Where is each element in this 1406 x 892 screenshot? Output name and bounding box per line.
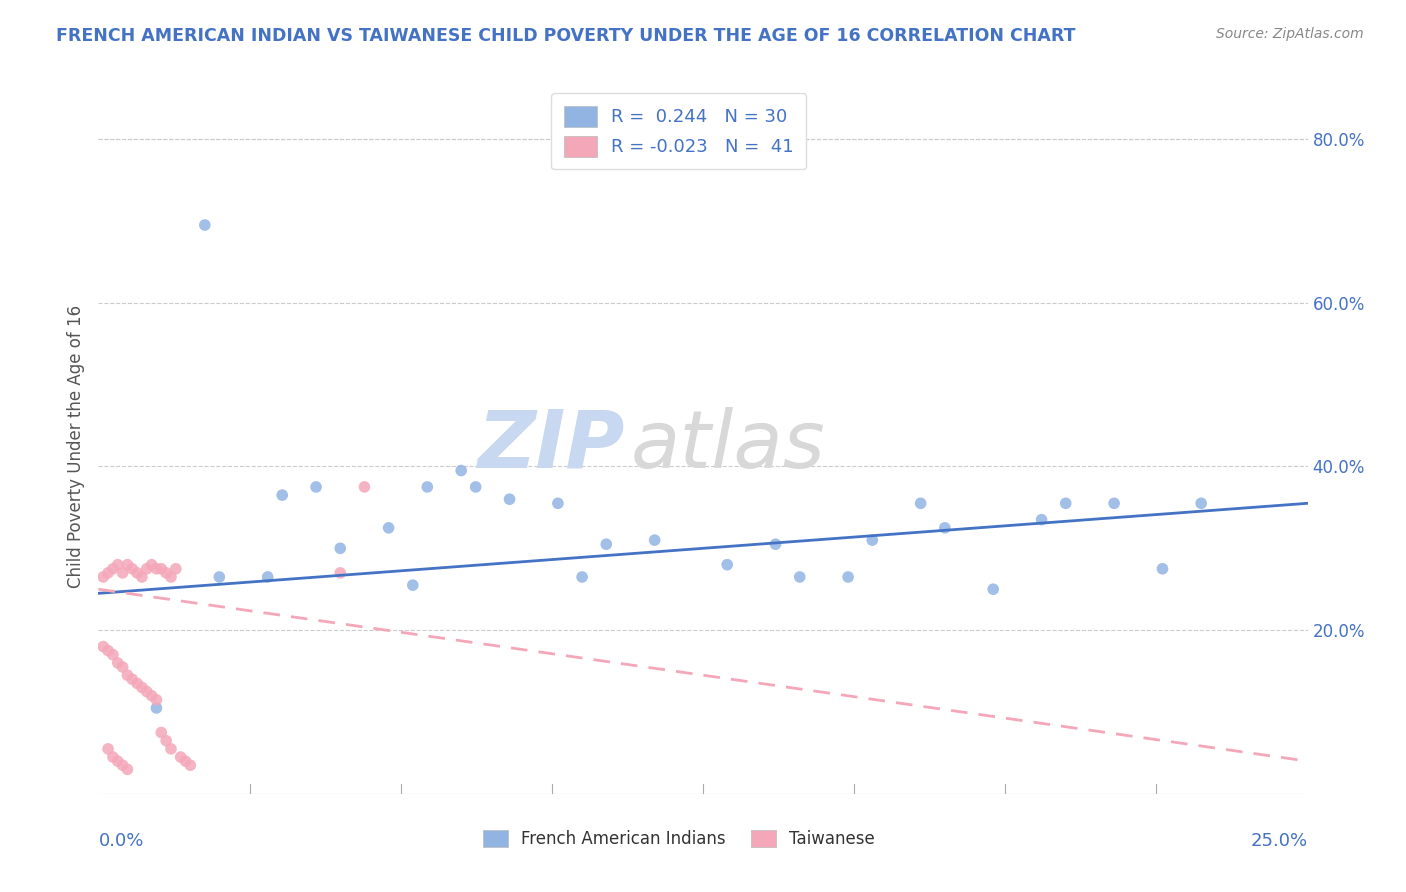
Legend: French American Indians, Taiwanese: French American Indians, Taiwanese	[477, 823, 882, 855]
Point	[160, 742, 183, 756]
Point	[271, 488, 294, 502]
Point	[402, 578, 425, 592]
Point	[145, 692, 167, 706]
Point	[194, 218, 217, 232]
Point	[934, 521, 956, 535]
Point	[305, 480, 328, 494]
Point	[450, 464, 472, 478]
Text: Source: ZipAtlas.com: Source: ZipAtlas.com	[1216, 27, 1364, 41]
Point	[135, 562, 157, 576]
Point	[789, 570, 811, 584]
Point	[117, 558, 139, 572]
Point	[135, 684, 157, 698]
Point	[107, 558, 129, 572]
Point	[179, 758, 201, 772]
Point	[860, 533, 883, 548]
Point	[141, 689, 163, 703]
Point	[121, 673, 143, 687]
Point	[155, 566, 177, 580]
Point	[329, 541, 352, 556]
Point	[121, 562, 143, 576]
Text: FRENCH AMERICAN INDIAN VS TAIWANESE CHILD POVERTY UNDER THE AGE OF 16 CORRELATIO: FRENCH AMERICAN INDIAN VS TAIWANESE CHIL…	[56, 27, 1076, 45]
Point	[155, 733, 177, 747]
Point	[1054, 496, 1077, 510]
Point	[145, 701, 167, 715]
Point	[150, 562, 173, 576]
Point	[377, 521, 399, 535]
Point	[329, 566, 352, 580]
Point	[101, 648, 124, 662]
Point	[141, 558, 163, 572]
Point	[91, 570, 114, 584]
Text: atlas: atlas	[630, 407, 825, 485]
Point	[910, 496, 932, 510]
Y-axis label: Child Poverty Under the Age of 16: Child Poverty Under the Age of 16	[66, 304, 84, 588]
Point	[571, 570, 593, 584]
Point	[131, 681, 153, 695]
Point	[160, 570, 183, 584]
Point	[837, 570, 859, 584]
Point	[150, 725, 173, 739]
Point	[117, 668, 139, 682]
Point	[169, 750, 191, 764]
Point	[595, 537, 617, 551]
Point	[208, 570, 231, 584]
Point	[101, 750, 124, 764]
Point	[97, 566, 120, 580]
Point	[464, 480, 486, 494]
Point	[107, 656, 129, 670]
Point	[981, 582, 1004, 597]
Point	[1031, 513, 1053, 527]
Point	[498, 492, 520, 507]
Point	[716, 558, 738, 572]
Point	[107, 754, 129, 768]
Point	[256, 570, 278, 584]
Point	[174, 754, 197, 768]
Text: 0.0%: 0.0%	[98, 832, 143, 850]
Text: ZIP: ZIP	[477, 407, 624, 485]
Point	[127, 566, 149, 580]
Point	[145, 562, 167, 576]
Point	[131, 570, 153, 584]
Point	[111, 660, 134, 674]
Point	[416, 480, 439, 494]
Point	[1102, 496, 1125, 510]
Point	[1189, 496, 1212, 510]
Point	[127, 676, 149, 690]
Point	[91, 640, 114, 654]
Point	[1152, 562, 1174, 576]
Point	[101, 562, 124, 576]
Point	[117, 762, 139, 776]
Point	[97, 643, 120, 657]
Point	[765, 537, 787, 551]
Point	[644, 533, 666, 548]
Point	[111, 758, 134, 772]
Text: 25.0%: 25.0%	[1250, 832, 1308, 850]
Point	[111, 566, 134, 580]
Point	[97, 742, 120, 756]
Point	[165, 562, 187, 576]
Point	[547, 496, 569, 510]
Point	[353, 480, 375, 494]
